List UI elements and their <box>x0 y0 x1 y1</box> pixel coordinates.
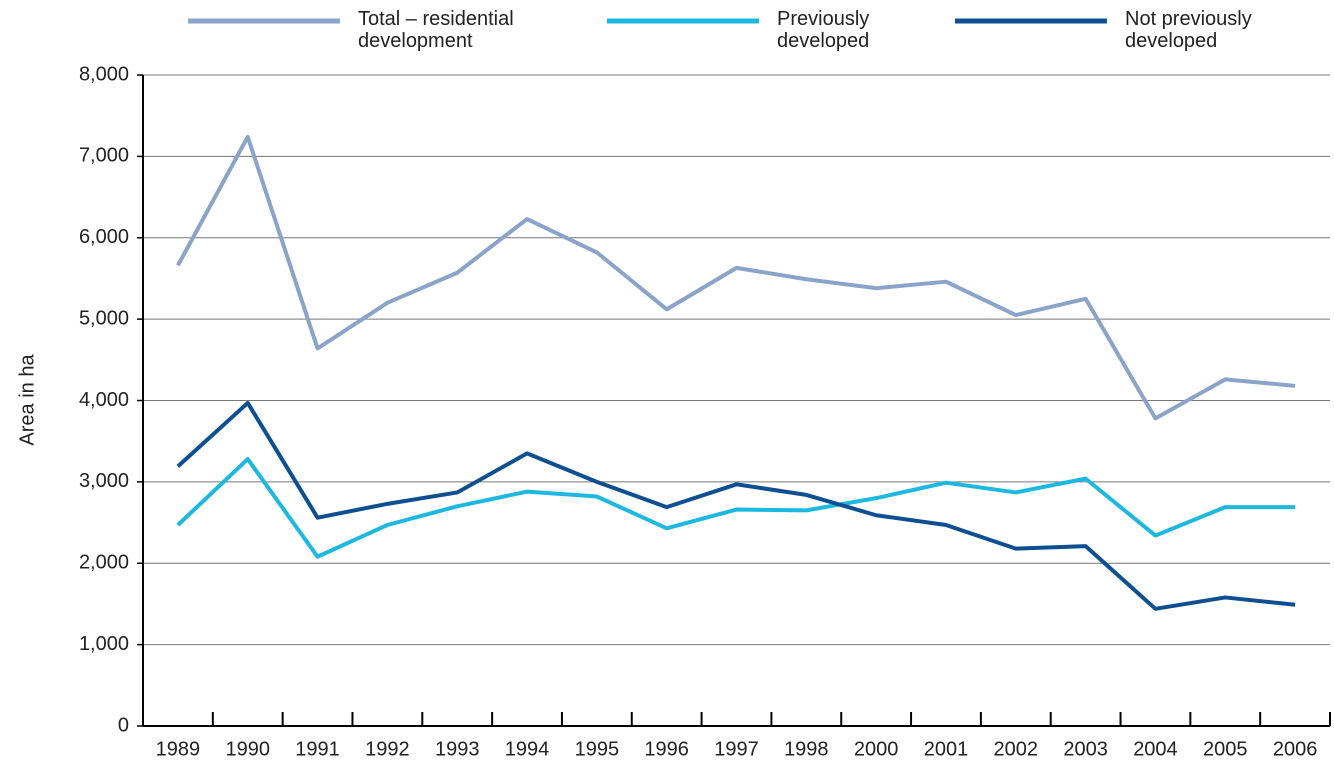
x-tick-label: 1992 <box>365 738 410 760</box>
x-tick-label: 2006 <box>1273 738 1318 760</box>
x-tick-label: 2001 <box>924 738 969 760</box>
y-tick-label: 5,000 <box>79 307 129 329</box>
y-tick-label: 6,000 <box>79 226 129 248</box>
x-tick-label: 1991 <box>295 738 340 760</box>
legend-label: Previously developed <box>777 8 870 52</box>
x-tick-label: 2000 <box>854 738 899 760</box>
x-tick-label: 1990 <box>225 738 270 760</box>
x-tick-label: 1989 <box>156 738 201 760</box>
y-axis-label: Area in ha <box>16 354 38 446</box>
y-tick-label: 3,000 <box>79 470 129 492</box>
legend-label: Not previously developed <box>1125 8 1252 52</box>
x-tick-label: 1995 <box>575 738 620 760</box>
x-tick-label: 2004 <box>1133 738 1178 760</box>
y-tick-label: 4,000 <box>79 389 129 411</box>
x-tick-label: 1993 <box>435 738 480 760</box>
x-tick-label: 1997 <box>714 738 759 760</box>
x-tick-label: 2002 <box>994 738 1039 760</box>
y-tick-label: 8,000 <box>79 63 129 85</box>
x-tick-label: 2003 <box>1063 738 1108 760</box>
x-tick-label: 1994 <box>505 738 550 760</box>
y-tick-label: 2,000 <box>79 552 129 574</box>
series-line <box>176 400 1296 611</box>
x-tick-label: 1996 <box>644 738 689 760</box>
y-tick-label: 7,000 <box>79 145 129 167</box>
y-tick-label: 1,000 <box>79 633 129 655</box>
y-tick-label: 0 <box>118 714 129 736</box>
x-tick-label: 2005 <box>1203 738 1248 760</box>
series-line <box>176 457 1296 559</box>
x-tick-label: 1998 <box>784 738 829 760</box>
series-line <box>176 134 1296 421</box>
legend-label: Total – residential development <box>358 8 514 52</box>
